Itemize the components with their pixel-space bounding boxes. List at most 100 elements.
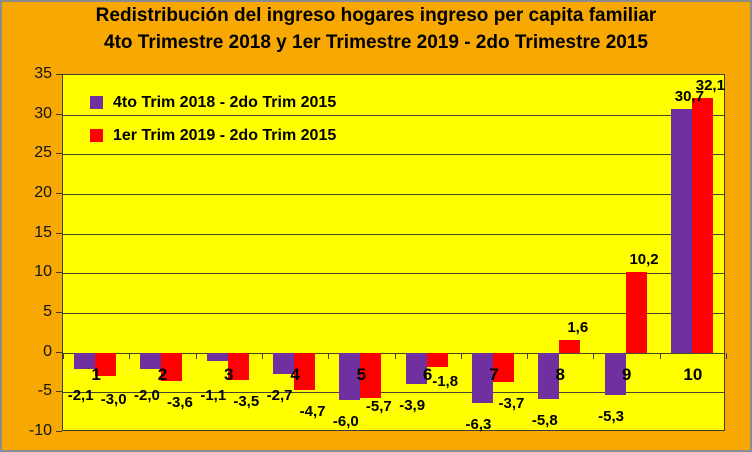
- category-label: 8: [555, 364, 565, 384]
- gridline-5: [63, 313, 724, 314]
- y-axis-tick: [56, 431, 62, 432]
- category-label: 3: [224, 364, 234, 384]
- data-label-red-7: -3,7: [498, 395, 525, 413]
- legend-row-2: 1er Trim 2019 - 2do Trim 2015: [90, 119, 336, 152]
- x-axis-tick: [460, 352, 462, 359]
- red-legend-swatch-icon: [90, 129, 103, 142]
- x-axis-tick: [63, 352, 64, 359]
- bar-purple-9: [604, 352, 626, 395]
- y-axis-tick: [56, 272, 62, 274]
- data-label-purple-1: -2,1: [67, 387, 94, 404]
- y-axis-tick: [56, 351, 62, 353]
- y-axis-label: 15: [34, 223, 52, 241]
- bar-purple-8: [538, 352, 560, 399]
- category-label: 6: [422, 364, 433, 384]
- legend-label-1: 4to Trim 2018 - 2do Trim 2015: [113, 93, 337, 111]
- bar-purple-6: [405, 352, 427, 384]
- bar-purple-1: [74, 352, 96, 370]
- plot-area: 1 2 3 4 5 6 7 8 9 10 -2,1 -2,0 -1,1 -2,7 -6,0 -3,9 -6,3-…: [62, 74, 727, 433]
- y-axis-tick: [56, 391, 62, 393]
- y-axis-label: 20: [34, 184, 52, 201]
- y-axis-label: 5: [43, 303, 52, 320]
- data-label-purple-7: -6,3: [465, 415, 492, 433]
- data-label-red-5: -5,7: [365, 397, 392, 415]
- x-axis-tick: [261, 352, 263, 359]
- gridline-25: [63, 154, 724, 156]
- category-label: 2: [157, 364, 168, 384]
- y-axis-label: -5: [37, 382, 52, 400]
- data-label-red-10: 32,1: [695, 77, 725, 94]
- data-label-purple-6: -3,9: [399, 396, 426, 414]
- data-label-purple-9: -5,3: [598, 407, 624, 425]
- y-axis-tick: [56, 312, 62, 313]
- x-axis-tick: [394, 352, 396, 359]
- bar-red-9: [625, 271, 647, 353]
- data-label-red-3: -3,5: [233, 393, 260, 411]
- y-axis-label: 10: [34, 263, 52, 281]
- legend-label-2: 1er Trim 2019 - 2do Trim 2015: [113, 126, 337, 144]
- data-label-purple-5: -6,0: [332, 413, 359, 431]
- y-axis-label: -10: [28, 422, 52, 439]
- data-label-purple-8: -5,8: [531, 411, 558, 429]
- y-axis-label: 35: [34, 65, 52, 82]
- gridline-10: [63, 273, 724, 275]
- bar-purple-10: [670, 109, 692, 353]
- bar-red-6: [426, 352, 448, 367]
- data-label-purple-3: -1,1: [200, 387, 227, 404]
- x-axis-tick: [129, 352, 131, 359]
- bar-red-2: [161, 352, 183, 382]
- data-label-red-1: -3,0: [100, 391, 127, 408]
- bar-purple-4: [273, 352, 295, 375]
- category-label: 5: [356, 364, 367, 384]
- chart-title-line1: Redistribución del ingreso hogares ingre…: [95, 5, 657, 26]
- x-axis-tick: [593, 352, 595, 359]
- bar-purple-7: [471, 352, 493, 403]
- data-label-red-9: 10,2: [629, 250, 659, 268]
- gridline--5: [63, 392, 724, 394]
- data-label-purple-2: -2,0: [134, 387, 160, 404]
- bar-red-10: [691, 98, 713, 353]
- chart-title-line2: 4to Trimestre 2018 y 1er Trimestre 2019 …: [104, 32, 648, 53]
- category-label: 4: [290, 364, 300, 384]
- y-axis-tick: [56, 113, 62, 115]
- gridline-0: [63, 352, 724, 354]
- x-axis-tick: [726, 352, 727, 359]
- bar-purple-3: [206, 352, 228, 362]
- gridline-15: [63, 233, 724, 235]
- chart-title: Redistribución del ingreso hogares ingre…: [2, 2, 750, 56]
- y-axis-tick: [56, 153, 62, 155]
- gridline-30: [63, 114, 724, 116]
- data-label-red-4: -4,7: [299, 402, 326, 420]
- bar-red-3: [227, 352, 249, 381]
- bar-red-5: [360, 352, 382, 398]
- y-axis-label: 30: [34, 104, 52, 122]
- y-axis-tick: [56, 232, 62, 234]
- x-axis-tick: [527, 352, 529, 359]
- x-axis-tick: [659, 352, 661, 359]
- x-axis-tick: [328, 352, 330, 359]
- data-label-purple-4: -2,7: [266, 387, 293, 405]
- gridline-20: [63, 194, 724, 195]
- y-axis-label: 0: [43, 342, 52, 360]
- data-label-red-8: 1,6: [567, 318, 589, 336]
- data-label-red-2: -3,6: [167, 394, 193, 412]
- bar-red-1: [95, 352, 117, 377]
- category-label: 10: [683, 364, 703, 384]
- category-label: 9: [621, 364, 632, 384]
- legend-row-1: 4to Trim 2018 - 2do Trim 2015: [90, 86, 336, 119]
- bar-red-8: [559, 339, 581, 353]
- y-axis-tick: [56, 193, 62, 194]
- category-label: 7: [489, 364, 499, 384]
- bar-purple-5: [339, 352, 361, 401]
- x-axis-tick: [195, 352, 197, 359]
- y-axis-label: 25: [34, 144, 52, 162]
- data-label-purple-10: 30,7: [674, 88, 704, 106]
- bar-purple-2: [140, 352, 162, 369]
- bar-red-4: [294, 352, 316, 390]
- purple-legend-swatch-icon: [90, 96, 103, 109]
- data-label-red-6: -1,8: [432, 372, 459, 390]
- category-label: 1: [91, 364, 101, 384]
- bar-red-7: [492, 352, 514, 382]
- y-axis-tick: [56, 74, 62, 75]
